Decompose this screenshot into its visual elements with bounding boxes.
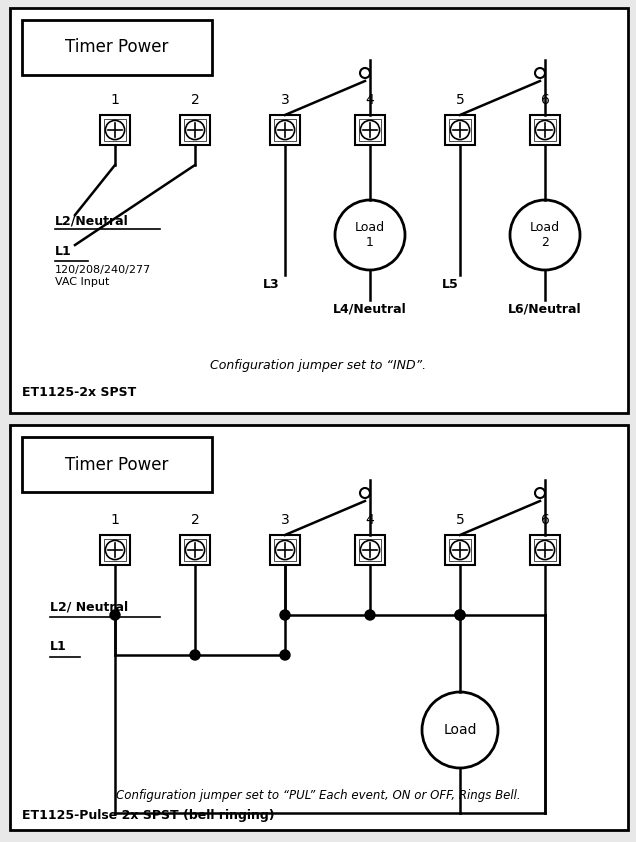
Bar bbox=[22, 437, 212, 492]
Bar bbox=[530, 115, 560, 145]
Circle shape bbox=[535, 488, 545, 498]
Circle shape bbox=[275, 120, 294, 140]
Text: 3: 3 bbox=[280, 93, 289, 107]
Circle shape bbox=[275, 541, 294, 560]
Circle shape bbox=[361, 120, 380, 140]
Text: Load
1: Load 1 bbox=[355, 221, 385, 249]
Bar bbox=[534, 539, 556, 562]
Text: Configuration jumper set to “IND”.: Configuration jumper set to “IND”. bbox=[210, 359, 426, 371]
Circle shape bbox=[450, 541, 469, 560]
Bar bbox=[100, 535, 130, 565]
Text: Load: Load bbox=[443, 723, 477, 737]
Text: 5: 5 bbox=[455, 93, 464, 107]
Bar bbox=[180, 115, 210, 145]
Bar bbox=[104, 539, 127, 562]
Bar bbox=[449, 119, 471, 141]
Text: 4: 4 bbox=[366, 93, 375, 107]
Circle shape bbox=[106, 120, 125, 140]
Circle shape bbox=[186, 120, 205, 140]
Bar bbox=[270, 535, 300, 565]
Circle shape bbox=[510, 200, 580, 270]
Circle shape bbox=[455, 610, 465, 620]
Bar bbox=[534, 119, 556, 141]
Bar bbox=[180, 535, 210, 565]
Circle shape bbox=[536, 120, 555, 140]
Bar bbox=[530, 535, 560, 565]
Circle shape bbox=[535, 68, 545, 78]
Text: L6/Neutral: L6/Neutral bbox=[508, 303, 582, 316]
Text: 1: 1 bbox=[111, 513, 120, 527]
Bar bbox=[355, 535, 385, 565]
Bar bbox=[100, 115, 130, 145]
Circle shape bbox=[361, 541, 380, 560]
Text: 2: 2 bbox=[191, 513, 199, 527]
Text: 5: 5 bbox=[455, 513, 464, 527]
Circle shape bbox=[422, 692, 498, 768]
Text: 6: 6 bbox=[541, 93, 550, 107]
Bar bbox=[184, 119, 206, 141]
Text: L1: L1 bbox=[50, 640, 67, 653]
Text: 3: 3 bbox=[280, 513, 289, 527]
Text: 1: 1 bbox=[111, 93, 120, 107]
Text: Configuration jumper set to “PUL” Each event, ON or OFF, Rings Bell.: Configuration jumper set to “PUL” Each e… bbox=[116, 788, 520, 802]
Text: L4/Neutral: L4/Neutral bbox=[333, 303, 407, 316]
Circle shape bbox=[186, 541, 205, 560]
Bar bbox=[355, 115, 385, 145]
Bar bbox=[445, 535, 475, 565]
Circle shape bbox=[365, 610, 375, 620]
Circle shape bbox=[335, 200, 405, 270]
Circle shape bbox=[450, 120, 469, 140]
Bar bbox=[22, 20, 212, 75]
Bar bbox=[359, 539, 381, 562]
Text: Timer Power: Timer Power bbox=[66, 456, 169, 473]
Text: ET1125-2x SPST: ET1125-2x SPST bbox=[22, 386, 136, 398]
Text: L2/Neutral: L2/Neutral bbox=[55, 215, 128, 228]
Circle shape bbox=[110, 610, 120, 620]
Circle shape bbox=[190, 650, 200, 660]
Circle shape bbox=[360, 68, 370, 78]
Bar bbox=[10, 425, 628, 830]
Bar bbox=[273, 119, 296, 141]
Text: L5: L5 bbox=[442, 278, 459, 291]
Bar bbox=[104, 119, 127, 141]
Text: ET1125-Pulse 2x SPST (bell ringing): ET1125-Pulse 2x SPST (bell ringing) bbox=[22, 808, 275, 822]
Text: L1: L1 bbox=[55, 245, 72, 258]
Bar bbox=[10, 8, 628, 413]
Circle shape bbox=[280, 610, 290, 620]
Text: Load
2: Load 2 bbox=[530, 221, 560, 249]
Text: L2/ Neutral: L2/ Neutral bbox=[50, 600, 128, 613]
Circle shape bbox=[360, 488, 370, 498]
Bar bbox=[449, 539, 471, 562]
Text: 120/208/240/277
VAC Input: 120/208/240/277 VAC Input bbox=[55, 265, 151, 286]
Circle shape bbox=[536, 541, 555, 560]
Bar bbox=[445, 115, 475, 145]
Bar bbox=[359, 119, 381, 141]
Circle shape bbox=[280, 650, 290, 660]
Text: Timer Power: Timer Power bbox=[66, 39, 169, 56]
Bar bbox=[270, 115, 300, 145]
Text: 2: 2 bbox=[191, 93, 199, 107]
Text: L3: L3 bbox=[263, 278, 280, 291]
Bar bbox=[184, 539, 206, 562]
Text: 6: 6 bbox=[541, 513, 550, 527]
Circle shape bbox=[455, 610, 465, 620]
Circle shape bbox=[106, 541, 125, 560]
Bar bbox=[273, 539, 296, 562]
Text: 4: 4 bbox=[366, 513, 375, 527]
